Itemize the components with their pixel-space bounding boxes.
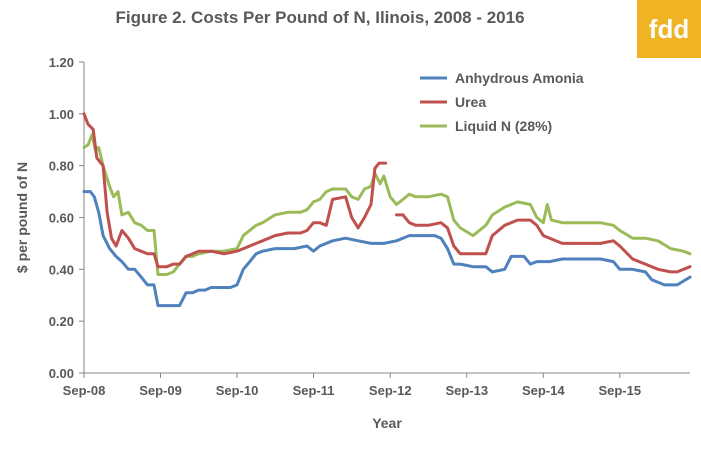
y-tick-label: 0.80	[49, 159, 74, 174]
y-axis-title: $ per pound of N	[14, 162, 30, 273]
y-tick-label: 1.00	[49, 107, 74, 122]
y-tick-label: 0.40	[49, 262, 74, 277]
x-tick-label: Sep-13	[445, 383, 488, 398]
series-line-urea	[82, 112, 388, 269]
x-axis-title: Year	[372, 415, 402, 431]
y-tick-label: 0.20	[49, 314, 74, 329]
fdd-logo: fdd	[637, 0, 701, 58]
legend-label: Urea	[455, 94, 486, 110]
chart-title: Figure 2. Costs Per Pound of N, Ilinois,…	[115, 8, 525, 27]
series-line-liquid-n-28	[82, 133, 692, 276]
axes: 0.00 0.20 0.40 0.60 0.80 1.00 1.20 Sep-08 Sep-09…	[14, 55, 690, 431]
x-tick-label: Sep-11	[293, 383, 335, 398]
series-line-anhydrous-amonia	[82, 190, 692, 308]
x-tick-label: Sep-14	[522, 383, 565, 398]
y-tick-label: 0.60	[49, 211, 74, 226]
legend: Anhydrous Amonia Urea Liquid N (28%)	[420, 70, 584, 134]
y-tick-label: 0.00	[49, 366, 74, 381]
series-line-urea-part-2	[395, 213, 692, 274]
legend-label: Liquid N (28%)	[455, 118, 552, 134]
x-tick-label: Sep-15	[598, 383, 641, 398]
x-tick-label: Sep-12	[369, 383, 412, 398]
legend-label: Anhydrous Amonia	[455, 70, 584, 86]
x-tick-label: Sep-08	[63, 383, 106, 398]
y-tick-label: 1.20	[49, 55, 74, 70]
x-tick-label: Sep-09	[139, 383, 182, 398]
series-lines	[82, 112, 692, 308]
logo-text: fdd	[648, 14, 690, 44]
x-tick-label: Sep-10	[216, 383, 259, 398]
